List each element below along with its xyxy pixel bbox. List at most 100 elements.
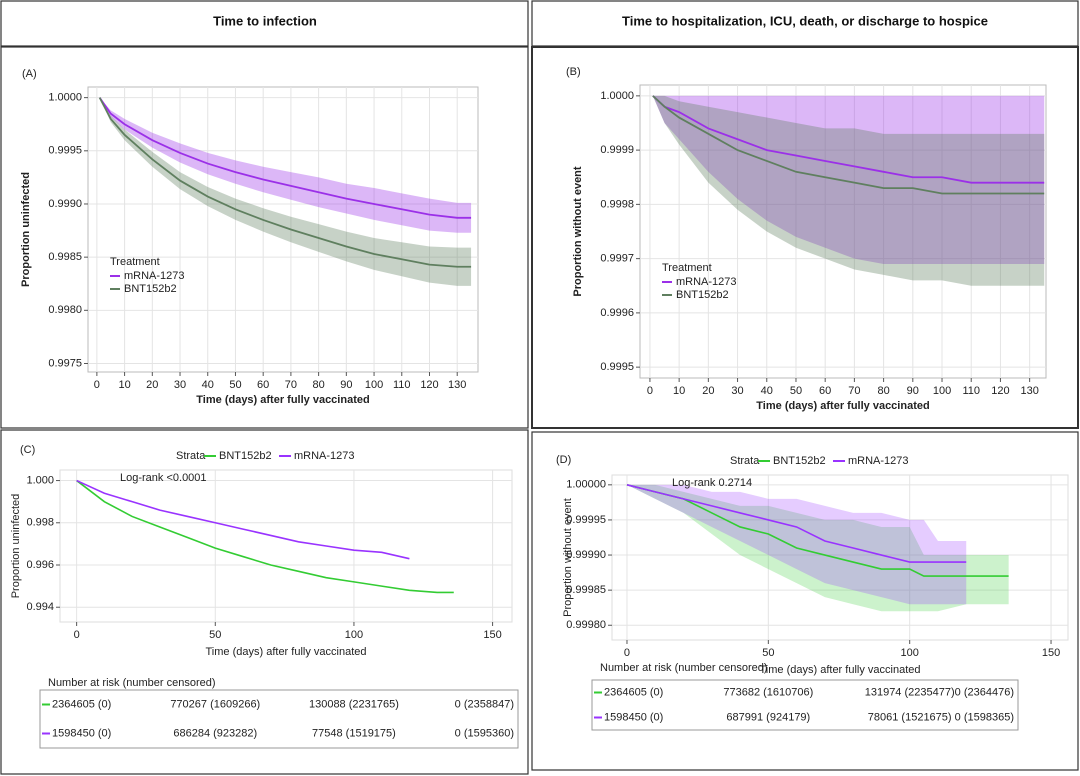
- risk-cell: 131974 (2235477): [865, 686, 955, 698]
- legend-label: mRNA-1273: [294, 450, 355, 462]
- x-tick-label: 120: [420, 379, 438, 391]
- y-tick-label: 0.9980: [48, 304, 82, 316]
- y-tick-label: 1.0000: [600, 90, 634, 102]
- y-tick-label: 0.9995: [48, 145, 82, 157]
- series-line: [98, 97, 472, 219]
- y-tick-label: 0.9997: [600, 253, 634, 265]
- y-tick-label: 0.9985: [48, 251, 82, 263]
- plot-area: [59, 469, 513, 623]
- risk-cell: 1598450 (0): [52, 727, 111, 739]
- y-tick-label: 0.9975: [48, 357, 82, 369]
- x-tick-label: 70: [285, 379, 297, 391]
- risk-cell: 0 (2358847): [455, 698, 514, 710]
- x-axis-label: Time (days) after fully vaccinated: [196, 394, 369, 406]
- y-tick-label: 0.9999: [600, 144, 634, 156]
- x-tick-label: 100: [901, 647, 919, 659]
- series-line: [626, 484, 1009, 577]
- y-tick-label: 1.000: [26, 474, 54, 486]
- x-tick-label: 80: [312, 379, 324, 391]
- x-tick-label: 20: [702, 385, 714, 397]
- x-tick-label: 120: [991, 385, 1009, 397]
- y-tick-label: 0.998: [26, 517, 54, 529]
- panel-label: (D): [556, 454, 571, 466]
- x-tick-label: 150: [483, 629, 501, 641]
- risk-table-box: [591, 679, 1019, 731]
- panel-label: (A): [22, 68, 37, 80]
- legend-title: Strata: [730, 455, 760, 467]
- annotation: Log-rank 0.2714: [672, 477, 752, 489]
- x-tick-label: 100: [933, 385, 951, 397]
- x-tick-label: 10: [673, 385, 685, 397]
- risk-table-title: Number at risk (number censored): [600, 662, 768, 674]
- x-tick-label: 0: [94, 379, 100, 391]
- risk-cell: 1598450 (0): [604, 711, 663, 723]
- risk-cell: 0 (1595360): [455, 727, 514, 739]
- x-tick-label: 60: [819, 385, 831, 397]
- x-tick-label: 130: [448, 379, 466, 391]
- x-tick-label: 50: [209, 629, 221, 641]
- x-tick-label: 40: [761, 385, 773, 397]
- x-tick-label: 110: [962, 385, 980, 397]
- risk-cell: 773682 (1610706): [723, 686, 813, 698]
- y-tick-label: 1.00000: [566, 479, 606, 491]
- x-tick-label: 30: [174, 379, 186, 391]
- plot-area: [611, 474, 1069, 641]
- legend-title: Treatment: [110, 256, 160, 268]
- legend-label: mRNA-1273: [124, 270, 185, 282]
- x-tick-label: 10: [118, 379, 130, 391]
- x-tick-label: 50: [229, 379, 241, 391]
- x-axis-label: Time (days) after fully vaccinated: [206, 646, 367, 658]
- panel-label: (C): [20, 444, 35, 456]
- y-tick-label: 0.9990: [48, 198, 82, 210]
- x-tick-label: 60: [257, 379, 269, 391]
- x-tick-label: 90: [340, 379, 352, 391]
- confidence-band: [99, 97, 472, 286]
- x-tick-label: 80: [877, 385, 889, 397]
- panel-cell: [531, 46, 1079, 429]
- x-tick-label: 0: [74, 629, 80, 641]
- plot-area: [87, 86, 479, 373]
- panel-label: (B): [566, 66, 581, 78]
- y-axis-label: Proportion uninfected: [10, 494, 22, 599]
- x-tick-label: 90: [907, 385, 919, 397]
- y-axis-label: Proportion without event: [572, 166, 584, 296]
- y-tick-label: 0.996: [26, 559, 54, 571]
- x-tick-label: 70: [848, 385, 860, 397]
- risk-cell: 686284 (923282): [173, 727, 257, 739]
- y-axis-label: Proportion uninfected: [20, 172, 32, 287]
- risk-cell: 0 (2364476): [955, 686, 1014, 698]
- risk-table-box: [39, 689, 519, 749]
- y-axis-label: Proportion without event: [562, 498, 574, 617]
- panel-cell: [0, 46, 529, 429]
- risk-cell: 0 (1598365): [955, 711, 1014, 723]
- x-tick-label: 150: [1042, 647, 1060, 659]
- risk-cell: 130088 (2231765): [309, 698, 399, 710]
- x-tick-label: 40: [202, 379, 214, 391]
- series-line: [626, 484, 967, 563]
- x-tick-label: 130: [1020, 385, 1038, 397]
- y-tick-label: 0.99990: [566, 549, 606, 561]
- legend-label: mRNA-1273: [848, 455, 909, 467]
- x-tick-label: 50: [762, 647, 774, 659]
- panel-cell: [0, 429, 529, 775]
- x-tick-label: 0: [647, 385, 653, 397]
- legend-label: BNT152b2: [124, 283, 177, 295]
- y-tick-label: 0.9998: [600, 198, 634, 210]
- x-tick-label: 0: [624, 647, 630, 659]
- x-axis-label: Time (days) after fully vaccinated: [756, 400, 929, 412]
- risk-cell: 2364605 (0): [604, 686, 663, 698]
- confidence-band: [626, 484, 967, 605]
- y-tick-label: 0.994: [26, 601, 54, 613]
- confidence-band: [99, 97, 472, 233]
- header-title: Time to infection: [213, 13, 317, 28]
- confidence-band: [626, 484, 1009, 612]
- x-tick-label: 50: [790, 385, 802, 397]
- panel-cell: [531, 431, 1079, 771]
- confidence-band: [652, 95, 1045, 265]
- y-tick-label: 1.0000: [48, 92, 82, 104]
- y-tick-label: 0.99980: [566, 619, 606, 631]
- risk-table-title: Number at risk (number censored): [48, 677, 216, 689]
- series-line: [98, 97, 472, 268]
- legend-title: Strata: [176, 450, 206, 462]
